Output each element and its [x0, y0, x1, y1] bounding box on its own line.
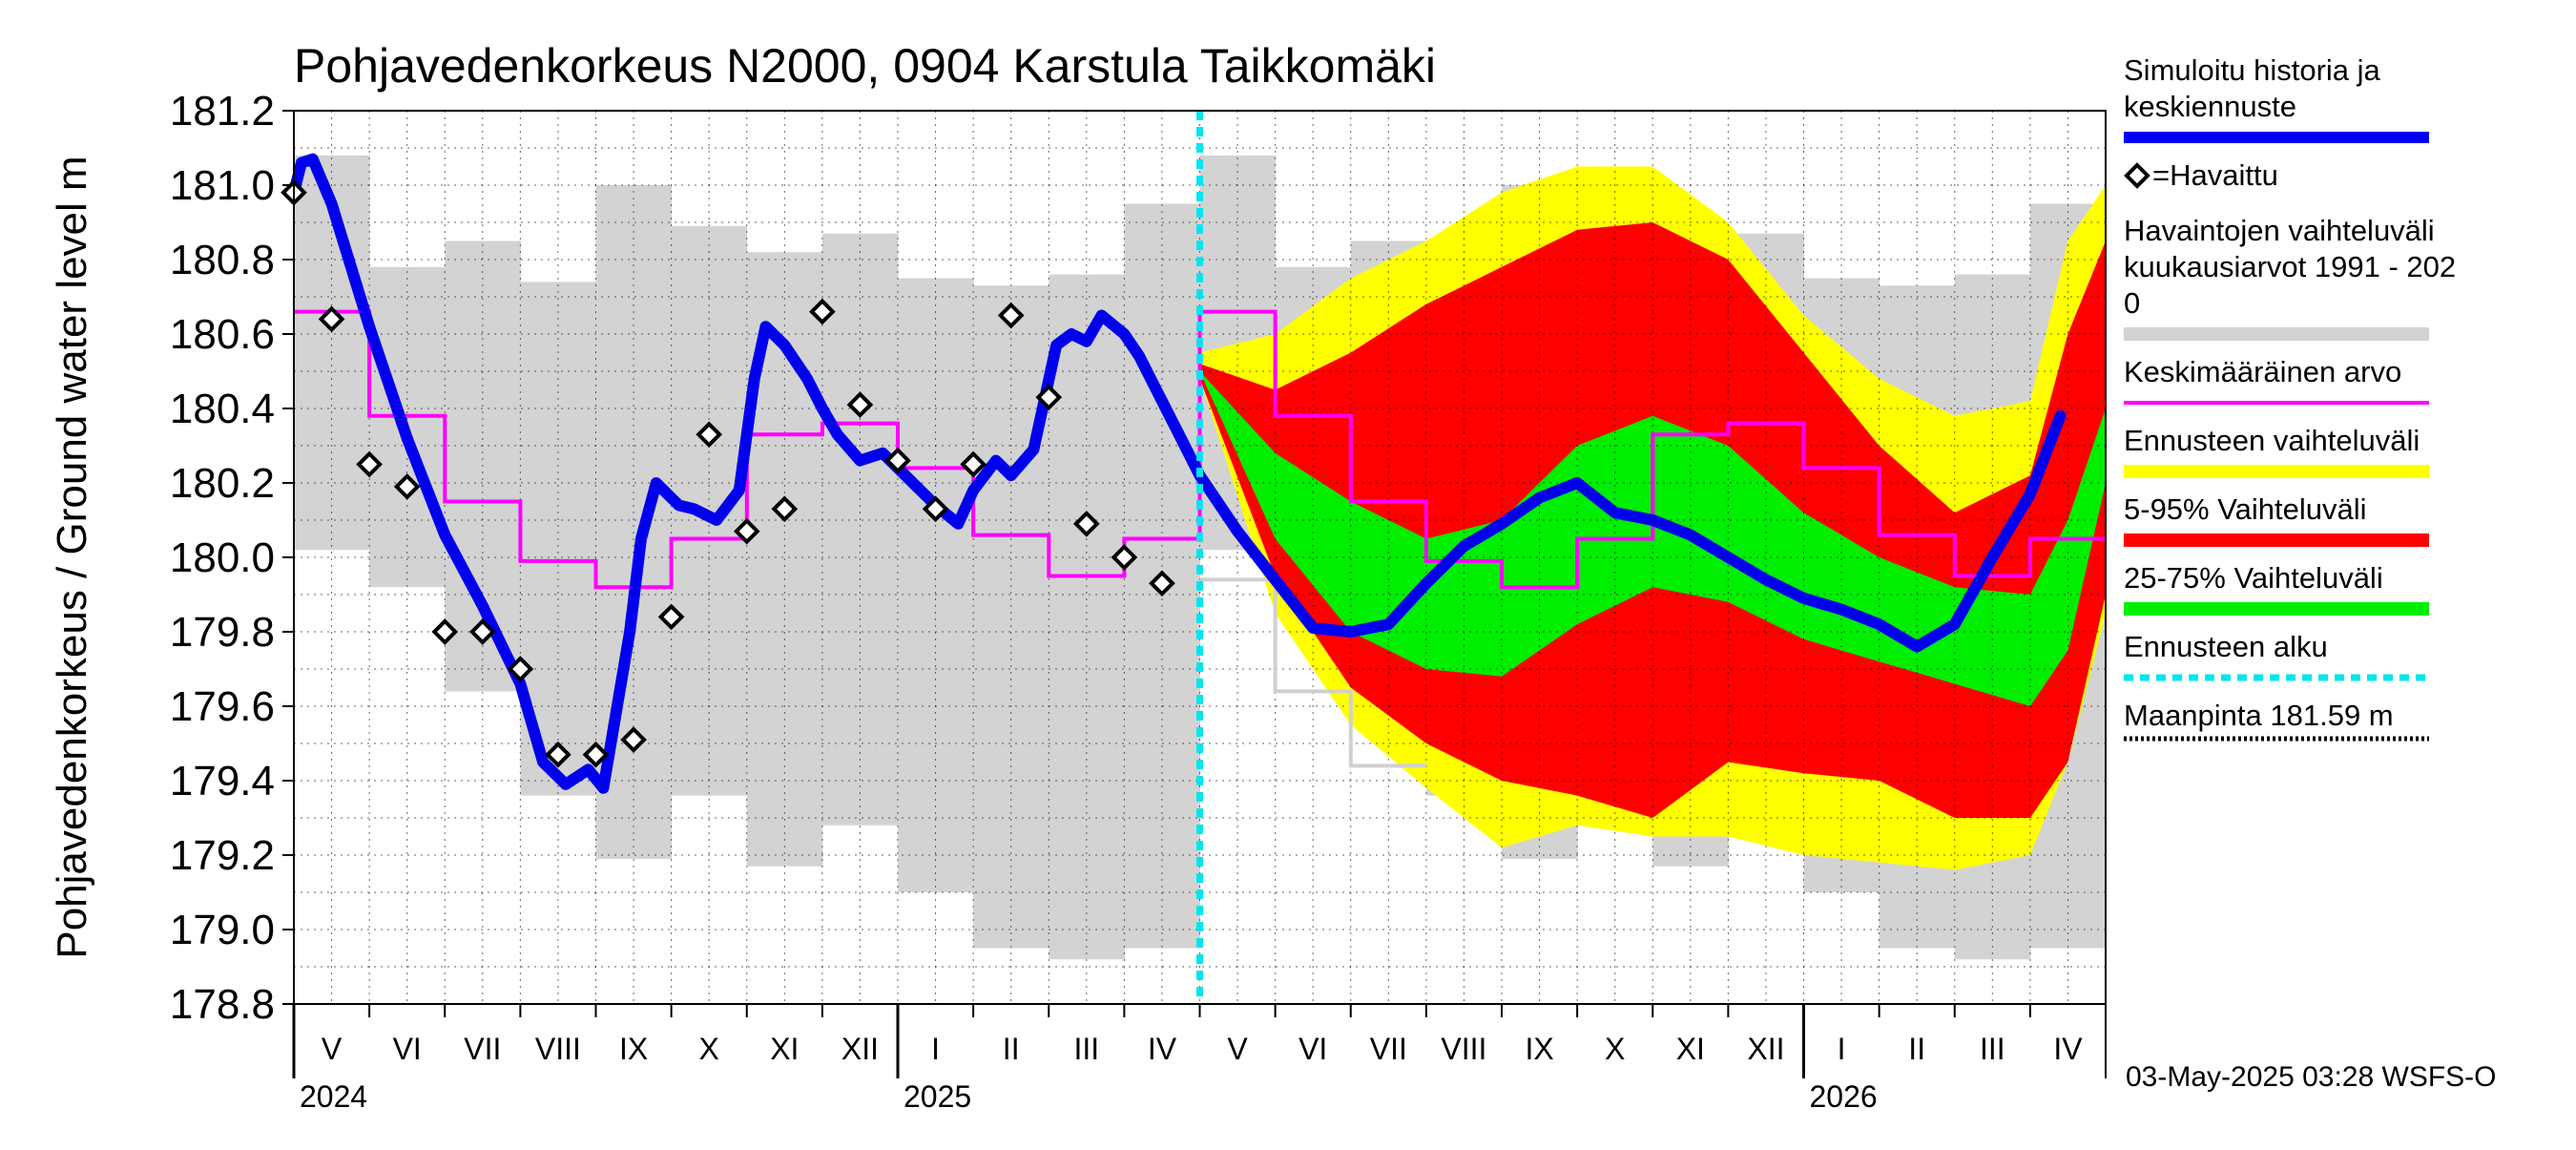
observed-point [431, 618, 459, 645]
month-label: VIII [535, 1032, 581, 1066]
observed-point [771, 495, 799, 523]
legend-label: Ennusteen alku [2124, 630, 2328, 663]
legend-observed-marker [2124, 162, 2150, 189]
month-label: VI [1298, 1032, 1327, 1066]
legend-label: kuukausiarvot 1991 - 202 [2124, 250, 2456, 283]
observed-point [922, 495, 949, 523]
chart-title: Pohjavedenkorkeus N2000, 0904 Karstula T… [294, 39, 1436, 93]
month-label: X [1605, 1032, 1625, 1066]
footer-timestamp: 03-May-2025 03:28 WSFS-O [2126, 1061, 2497, 1093]
observed-point [1072, 511, 1100, 537]
observed-point [393, 473, 421, 500]
observed-point [356, 450, 383, 478]
month-label: I [931, 1032, 940, 1066]
year-label: 2024 [300, 1079, 367, 1114]
observed-point [846, 391, 874, 418]
month-label: XI [770, 1032, 799, 1066]
historical-min-forecast-line [1199, 577, 1426, 768]
observed-point [657, 603, 685, 631]
legend-label: Havaintojen vaihteluväli [2124, 214, 2435, 247]
historical-range-bar [1049, 274, 1125, 960]
month-label: X [699, 1032, 719, 1066]
observed-point [620, 726, 647, 753]
observed-point [545, 741, 571, 768]
month-label: XI [1676, 1032, 1705, 1066]
legend-swatch [2124, 602, 2429, 616]
month-label: IV [1148, 1032, 1177, 1066]
y-tick-label: 180.4 [170, 386, 275, 432]
legend-label: 0 [2124, 286, 2140, 320]
legend-label: 25-75% Vaihteluväli [2124, 561, 2383, 595]
month-label: V [1227, 1032, 1248, 1066]
y-tick-label: 179.6 [170, 683, 275, 730]
y-tick-label: 179.2 [170, 832, 275, 879]
month-label: IX [619, 1032, 648, 1066]
observed-point [997, 302, 1025, 329]
y-tick-label: 181.0 [170, 162, 275, 209]
month-label: VI [393, 1032, 422, 1066]
legend-label: 5-95% Vaihteluväli [2124, 492, 2366, 526]
month-label: II [1003, 1032, 1020, 1066]
legend-label: Simuloitu historia ja [2124, 53, 2381, 87]
y-tick-label: 179.8 [170, 609, 275, 656]
y-tick-label: 180.2 [170, 460, 275, 507]
legend-swatch [2124, 465, 2429, 478]
y-axis-label: Pohjavedenkorkeus / Ground water level m [49, 156, 95, 958]
historical-range-bar [821, 233, 899, 826]
historical-range-bar [973, 285, 1049, 949]
observed-point [468, 618, 496, 645]
month-label: II [1908, 1032, 1925, 1066]
month-label: VII [1370, 1032, 1407, 1066]
legend-label: keskiennuste [2124, 90, 2296, 123]
observed-point [884, 447, 911, 474]
y-tick-label: 181.2 [170, 88, 275, 135]
month-label: IV [2053, 1032, 2083, 1066]
y-tick-label: 180.8 [170, 237, 275, 283]
month-label: VII [464, 1032, 501, 1066]
observed-point [1035, 384, 1063, 411]
legend-label: Ennusteen vaihteluväli [2124, 424, 2420, 457]
month-label: III [1980, 1032, 2005, 1066]
observed-point [960, 450, 987, 478]
month-label: I [1838, 1032, 1846, 1066]
month-label: XII [1747, 1032, 1784, 1066]
y-tick-label: 179.0 [170, 907, 275, 953]
legend-label: Maanpinta 181.59 m [2124, 699, 2394, 732]
month-label: III [1073, 1032, 1099, 1066]
observed-point [582, 741, 610, 768]
observed-point [507, 656, 534, 682]
legend-swatch [2124, 327, 2429, 341]
y-tick-label: 178.8 [170, 981, 275, 1028]
legend-label: =Havaittu [2152, 158, 2278, 192]
month-label: IX [1525, 1032, 1553, 1066]
simulated-line [288, 153, 2067, 794]
y-tick-label: 179.4 [170, 758, 275, 805]
observed-point [809, 298, 836, 325]
year-label: 2026 [1810, 1079, 1878, 1114]
legend-swatch [2124, 533, 2429, 547]
legend-label: Keskimääräinen arvo [2124, 355, 2401, 388]
observed-point [696, 421, 723, 449]
observed-point [733, 517, 760, 545]
month-label: V [322, 1032, 343, 1066]
observed-point [1111, 544, 1138, 571]
month-label: VIII [1441, 1032, 1486, 1066]
month-label: XII [841, 1032, 879, 1066]
y-tick-label: 180.0 [170, 534, 275, 581]
observed-point [1149, 570, 1175, 597]
y-tick-label: 180.6 [170, 311, 275, 358]
observed-point [318, 305, 345, 333]
year-label: 2025 [904, 1079, 971, 1114]
